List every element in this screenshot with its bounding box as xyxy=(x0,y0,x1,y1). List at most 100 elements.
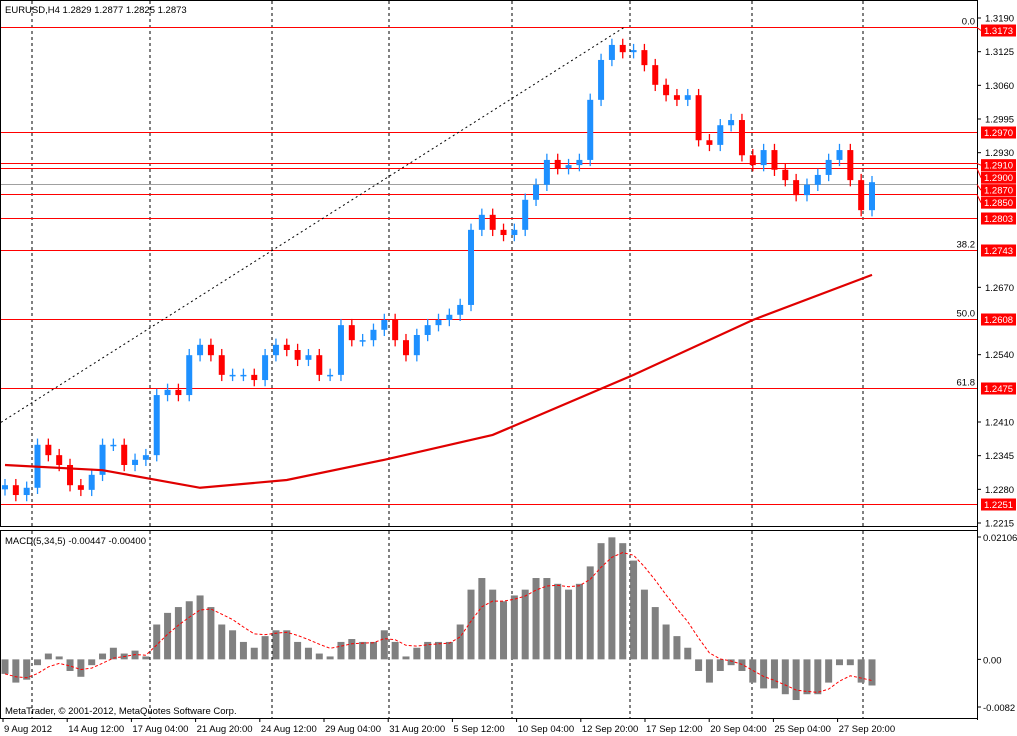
bullish-candle xyxy=(598,59,605,100)
bearish-candle xyxy=(749,155,756,166)
bullish-candle xyxy=(435,319,442,326)
moving-average-line xyxy=(4,273,873,489)
price-tick-label: 1.2930 xyxy=(985,148,1014,159)
macd-histogram-bar xyxy=(456,624,464,660)
bullish-candle xyxy=(240,374,247,377)
bearish-candle xyxy=(77,485,84,490)
price-level-tag xyxy=(981,313,1016,326)
bullish-candle xyxy=(23,487,30,496)
bearish-candle xyxy=(45,444,52,456)
bullish-candle xyxy=(186,355,193,396)
macd-histogram-bar xyxy=(109,647,117,660)
macd-histogram-bar xyxy=(597,543,605,660)
macd-histogram-bar xyxy=(825,659,833,683)
fib-level-label: 38.2 xyxy=(957,240,976,251)
price-level-label: 1.2900 xyxy=(984,173,1013,184)
macd-tick-label: 0.02106 xyxy=(983,533,1017,544)
bearish-candle xyxy=(652,65,659,85)
fib-level-label: 61.8 xyxy=(957,378,976,389)
macd-histogram-bar xyxy=(662,624,670,660)
bullish-candle xyxy=(99,444,106,475)
bullish-candle xyxy=(337,325,344,375)
bearish-candle xyxy=(316,355,323,375)
bullish-candle xyxy=(142,455,149,460)
time-tick-label: 21 Aug 20:00 xyxy=(197,724,253,735)
macd-histogram-bar xyxy=(630,560,638,660)
macd-histogram-bar xyxy=(315,653,323,660)
macd-histogram-bar xyxy=(510,595,518,660)
time-tick-label: 9 Aug 2012 xyxy=(4,724,52,735)
bullish-candle xyxy=(305,355,312,360)
bearish-candle xyxy=(500,229,507,236)
macd-histogram-bar xyxy=(369,641,377,660)
macd-histogram-bar xyxy=(261,636,269,660)
macd-histogram-bar xyxy=(857,659,865,683)
price-tick-label: 1.3190 xyxy=(985,14,1014,25)
macd-histogram-bar xyxy=(99,653,107,660)
macd-histogram-bar xyxy=(391,641,399,660)
macd-histogram-bar xyxy=(467,589,475,660)
time-tick-label: 5 Sep 12:00 xyxy=(453,724,504,735)
macd-histogram-bar xyxy=(575,583,583,660)
bullish-candle xyxy=(272,344,279,356)
bullish-candle xyxy=(468,229,475,305)
bearish-candle xyxy=(392,319,399,341)
price-tick-label: 1.2280 xyxy=(985,485,1014,496)
macd-histogram-bar xyxy=(684,647,692,660)
price-tick-label: 1.2215 xyxy=(985,519,1014,530)
price-level-label: 1.2970 xyxy=(984,128,1013,139)
macd-histogram-bar xyxy=(229,630,237,660)
macd-histogram-bar xyxy=(424,641,432,660)
macd-histogram-bar xyxy=(586,566,594,660)
macd-histogram-bar xyxy=(12,659,20,683)
price-tag-leader xyxy=(976,27,982,31)
bullish-candle xyxy=(229,374,236,377)
bullish-candle xyxy=(153,395,160,456)
bullish-candle xyxy=(424,325,431,335)
price-level-label: 1.2608 xyxy=(984,315,1013,326)
macd-histogram-bar xyxy=(88,659,96,666)
bullish-candle xyxy=(760,150,767,166)
time-tick-label: 10 Sep 04:00 xyxy=(518,724,575,735)
bearish-candle xyxy=(175,389,182,396)
price-tick-label: 1.3125 xyxy=(985,47,1014,58)
macd-histogram-bar xyxy=(34,659,42,666)
bearish-candle xyxy=(489,214,496,230)
copyright-text: MetaTrader, © 2001-2012, MetaQuotes Soft… xyxy=(5,706,237,717)
price-tick-label: 1.2670 xyxy=(985,283,1014,294)
bullish-candle xyxy=(576,159,583,166)
macd-histogram-bar xyxy=(44,653,52,660)
bearish-candle xyxy=(619,44,626,53)
price-tag-leader xyxy=(976,184,982,191)
price-level-tag xyxy=(981,171,1016,184)
price-level-tag xyxy=(981,382,1016,395)
bullish-candle xyxy=(533,184,540,200)
bearish-candle xyxy=(793,180,800,196)
bearish-candle xyxy=(294,350,301,360)
macd-panel[interactable] xyxy=(0,530,978,719)
bearish-candle xyxy=(67,464,74,486)
bearish-candle xyxy=(283,344,290,351)
macd-histogram-bar xyxy=(294,641,302,660)
time-tick-label: 25 Sep 04:00 xyxy=(774,724,831,735)
price-panel[interactable] xyxy=(0,0,978,527)
bullish-candle xyxy=(543,159,550,185)
macd-histogram-bar xyxy=(770,659,778,689)
bullish-candle xyxy=(803,184,810,196)
price-level-tag xyxy=(981,184,1016,197)
bearish-candle xyxy=(121,444,128,465)
price-level-label: 1.2870 xyxy=(984,186,1013,197)
bullish-candle xyxy=(717,125,724,145)
macd-histogram-bar xyxy=(174,607,182,660)
bullish-candle xyxy=(164,389,171,396)
price-level-label: 1.2475 xyxy=(984,384,1013,395)
time-tick-label: 29 Aug 04:00 xyxy=(325,724,381,735)
macd-histogram-bar xyxy=(521,589,529,660)
bearish-candle xyxy=(706,140,713,145)
price-level-tag xyxy=(981,212,1016,225)
bullish-candle xyxy=(825,159,832,175)
macd-histogram-bar xyxy=(402,656,410,660)
price-level-label: 1.2743 xyxy=(984,246,1013,257)
bearish-candle xyxy=(673,95,680,100)
